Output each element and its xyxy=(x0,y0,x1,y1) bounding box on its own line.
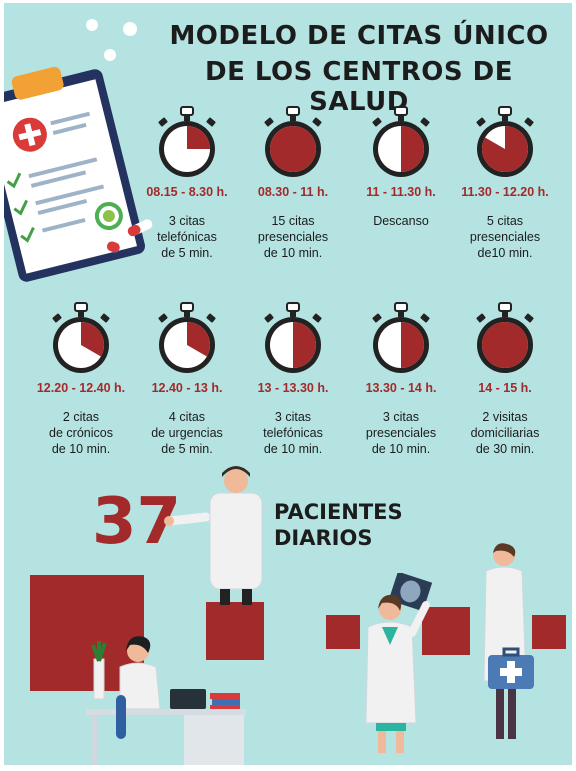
title-line-1: MODELO DE CITAS ÚNICO xyxy=(169,21,549,51)
schedule-description: 15 citas presenciales de 10 min. xyxy=(257,214,329,260)
briefcase-doctor-icon xyxy=(483,543,534,739)
stopwatch-icon xyxy=(52,302,110,373)
desk-doctor-icon xyxy=(86,636,246,765)
schedule-time: 13.30 - 14 h. xyxy=(365,381,437,395)
stopwatch-icon xyxy=(264,106,322,177)
clipboard-icon xyxy=(4,66,146,282)
schedule-item: 14 - 15 h. 2 visitas domiciliarias de 30 … xyxy=(446,297,564,457)
patients-label: PACIENTES DIARIOS xyxy=(274,499,403,551)
schedule-item: 11 - 11.30 h. Descanso xyxy=(342,101,460,229)
schedule-time: 08.15 - 8.30 h. xyxy=(146,185,228,199)
title-line-2: DE LOS CENTROS DE SALUD xyxy=(205,57,513,117)
stopwatch-icon xyxy=(264,302,322,373)
schedule-description: 3 citas telefónicas de 5 min. xyxy=(157,214,217,260)
schedule-item: 13.30 - 14 h. 3 citas presenciales de 10 … xyxy=(342,297,460,457)
schedule-description: 2 visitas domiciliarias de 30 min. xyxy=(470,410,540,456)
patients-label-line-2: DIARIOS xyxy=(274,526,373,550)
stopwatch-icon xyxy=(372,106,430,177)
stopwatch-icon xyxy=(158,106,216,177)
schedule-time: 11.30 - 12.20 h. xyxy=(461,185,549,199)
schedule-item: 12.40 - 13 h. 4 citas de urgencias de 5 m… xyxy=(128,297,246,457)
red-block xyxy=(326,615,360,649)
schedule-description: 3 citas telefónicas de 10 min. xyxy=(263,410,323,456)
schedule-item: 08.30 - 11 h. 15 citas presenciales de 10… xyxy=(234,101,352,261)
schedule-time: 12.40 - 13 h. xyxy=(151,381,223,395)
pills-decor-top xyxy=(86,19,137,61)
stopwatch-icon xyxy=(476,106,534,177)
schedule-description: 3 citas presenciales de 10 min. xyxy=(365,410,437,456)
schedule-time: 13 - 13.30 h. xyxy=(257,381,329,395)
red-block xyxy=(532,615,566,649)
schedule-time: 14 - 15 h. xyxy=(478,381,532,395)
red-block xyxy=(206,602,264,660)
doctor-icon xyxy=(164,466,263,605)
stopwatch-icon xyxy=(476,302,534,373)
red-block xyxy=(422,607,470,655)
schedule-item: 08.15 - 8.30 h. 3 citas telefónicas de 5 … xyxy=(128,101,246,261)
schedule-item: 12.20 - 12.40 h. 2 citas de crónicos de 1… xyxy=(22,297,140,457)
schedule-description: 2 citas de crónicos de 10 min. xyxy=(49,410,113,456)
schedule-item: 13 - 13.30 h. 3 citas telefónicas de 10 m… xyxy=(234,297,352,457)
schedule-description: Descanso xyxy=(373,214,429,228)
schedule-time: 11 - 11.30 h. xyxy=(366,185,436,199)
schedule-time: 12.20 - 12.40 h. xyxy=(36,381,126,395)
infographic: MODELO DE CITAS ÚNICO DE LOS CENTROS DE … xyxy=(4,3,572,765)
xray-doctor-icon xyxy=(365,573,433,753)
schedule-description: 5 citas presenciales de10 min. xyxy=(469,214,541,260)
schedule-item: 11.30 - 12.20 h. 5 citas presenciales de1… xyxy=(446,101,564,261)
patients-label-line-1: PACIENTES xyxy=(274,500,403,524)
schedule-time: 08.30 - 11 h. xyxy=(257,185,329,199)
schedule-description: 4 citas de urgencias de 5 min. xyxy=(151,410,223,456)
stopwatch-icon xyxy=(158,302,216,373)
stopwatch-icon xyxy=(372,302,430,373)
pills-icon xyxy=(94,219,153,253)
